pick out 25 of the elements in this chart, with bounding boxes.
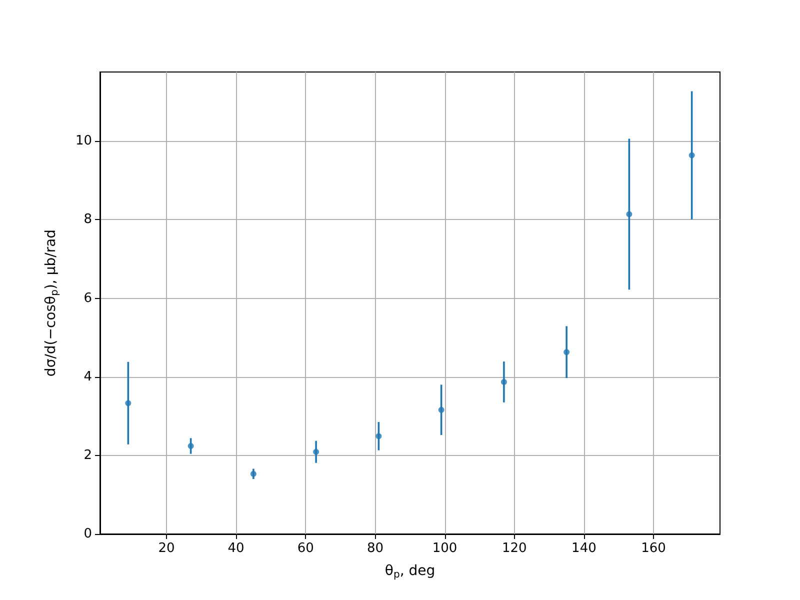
point (564, 349, 570, 356)
point (250, 470, 256, 477)
y-tick-label: 6 (84, 290, 92, 306)
point (500, 378, 507, 385)
y-tick-label: 2 (84, 448, 92, 463)
point (688, 152, 695, 158)
y-tick-label: 0 (84, 526, 92, 542)
x-tick-label: 60 (297, 541, 314, 556)
x-tick-label: 160 (641, 541, 666, 556)
y-axis-title: dσ/d(−cosθp), μb/rad (43, 229, 60, 377)
x-tick-label: 140 (572, 541, 596, 556)
point (188, 443, 194, 449)
point (313, 448, 320, 455)
y-tick-label: 10 (75, 134, 92, 149)
x-tick-label: 120 (502, 541, 527, 556)
x-tick-label: 100 (432, 541, 458, 556)
point (125, 400, 132, 406)
x-tick-label: 80 (366, 541, 384, 556)
point (438, 406, 444, 413)
point (376, 433, 382, 440)
y-tick-label: 8 (84, 212, 92, 228)
point (626, 211, 632, 218)
y-tick-label: 4 (84, 369, 92, 384)
x-tick-label: 20 (158, 541, 175, 556)
x-tick-label: 40 (228, 541, 244, 556)
